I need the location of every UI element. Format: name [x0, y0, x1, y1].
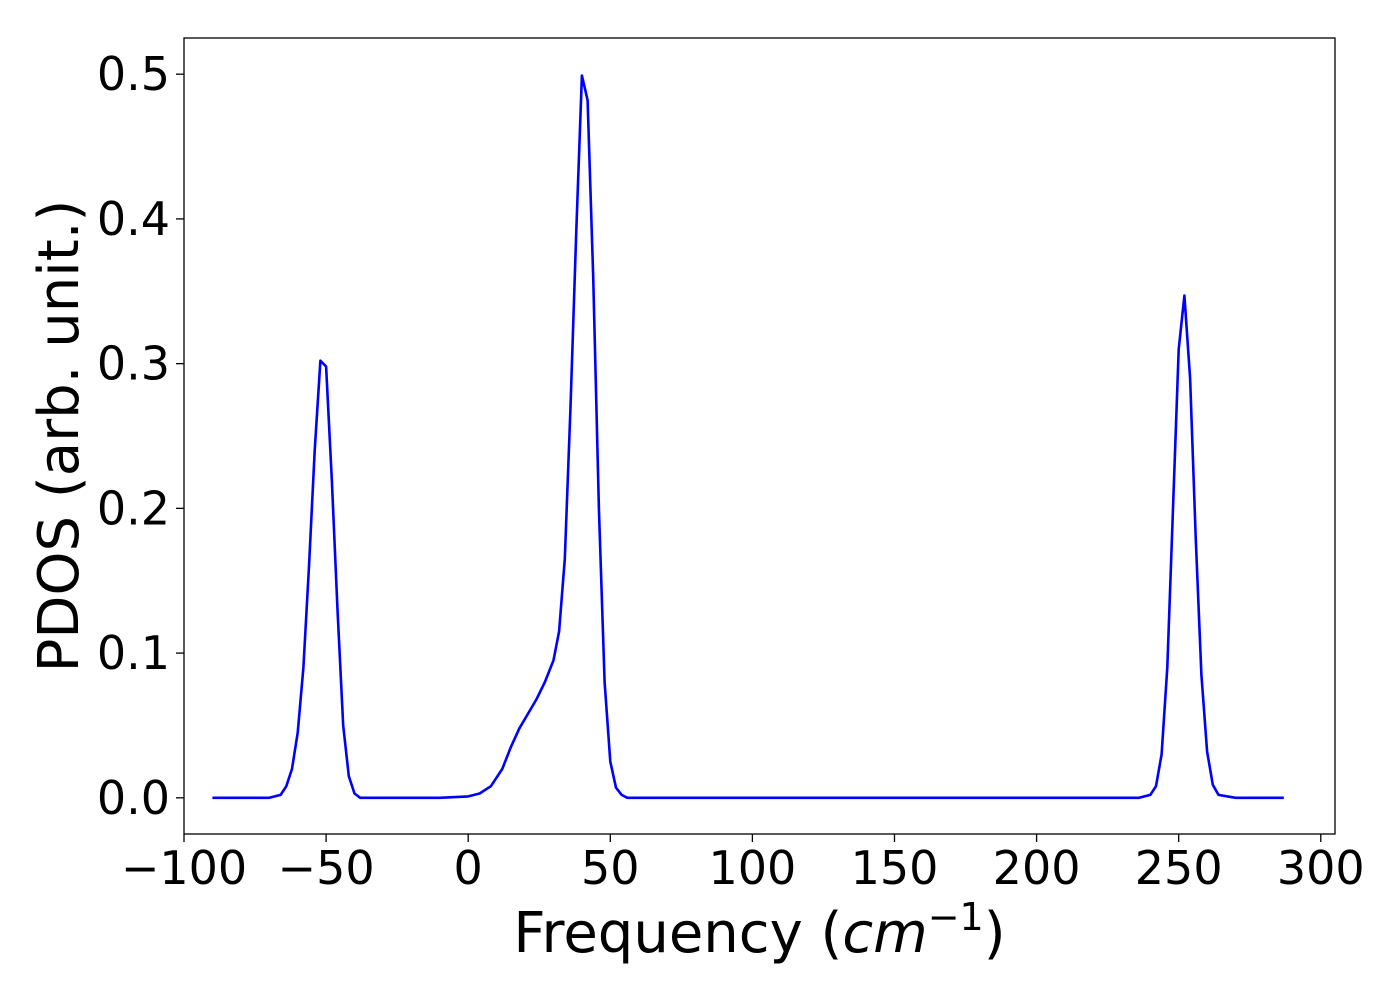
y-axis-title: PDOS (arb. unit.): [27, 200, 92, 673]
x-axis-title-unit: cm: [842, 901, 927, 966]
x-tick-label: 250: [1135, 841, 1223, 895]
x-axis-title-text: Frequency (: [513, 901, 842, 966]
plot-frame: [183, 37, 1336, 835]
y-tick-label: 0.1: [97, 626, 170, 680]
x-axis-title: Frequency (cm−1): [513, 895, 1005, 966]
x-tick-label: 50: [581, 841, 640, 895]
y-tick-label: 0.0: [97, 771, 170, 825]
x-axis-title-exponent: −1: [928, 895, 984, 939]
x-tick-label: 100: [708, 841, 796, 895]
y-tick-label: 0.3: [97, 337, 170, 391]
plot-layer: [212, 74, 1284, 800]
y-tick-label: 0.5: [97, 47, 170, 101]
x-axis-title-close: ): [984, 901, 1006, 966]
y-tick-label: 0.2: [97, 481, 170, 535]
x-tick-label: −100: [121, 841, 247, 895]
x-tick-label: 200: [993, 841, 1081, 895]
x-tick-label: −50: [278, 841, 375, 895]
ticks-layer: −100 −50 0 50 100 150 200 250 300 0.0 0.1 0.2 0.3 0.4…: [97, 47, 1365, 895]
x-tick-label: 150: [851, 841, 939, 895]
x-tick-label: 0: [454, 841, 483, 895]
y-tick-label: 0.4: [97, 192, 170, 246]
pdos-series-line: [212, 74, 1284, 800]
x-tick-label: 300: [1277, 841, 1365, 895]
